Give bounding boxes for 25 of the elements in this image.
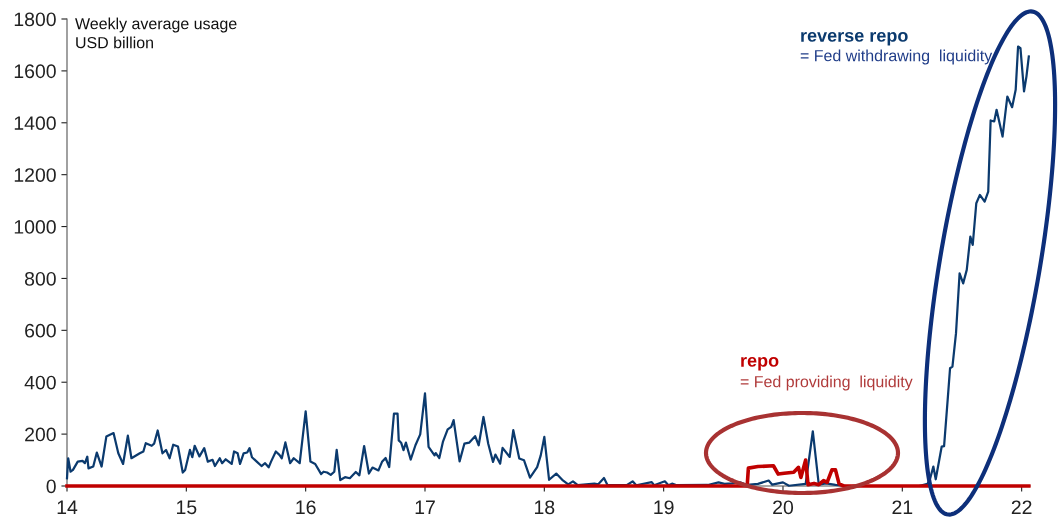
- x-tick-label: 18: [534, 500, 555, 515]
- text: repo: [741, 356, 779, 371]
- annotation: Weekly average usage: [75, 17, 237, 33]
- x-tick-label: 19: [654, 500, 674, 515]
- x-tick-label: 17: [415, 500, 435, 514]
- y-tick-label: 1600: [14, 64, 56, 79]
- y-tick-label: 1200: [14, 168, 56, 182]
- annotation: USD billion: [76, 36, 153, 49]
- x-tick-label: 16: [296, 500, 316, 515]
- y-tick-label: 600: [25, 323, 56, 338]
- x-tick-label: 22: [1011, 500, 1032, 514]
- y-tick-label: 400: [24, 375, 56, 390]
- y-tick-label: 0: [46, 479, 56, 494]
- x-tick-label: 20: [773, 500, 794, 515]
- x-tick-label: 15: [177, 500, 197, 515]
- y-tick-label: 200: [25, 427, 56, 442]
- y-tick-label: 1400: [14, 116, 56, 131]
- x-tick-label: 14: [57, 500, 78, 514]
- annotation: = Fed providing liquidity: [740, 375, 913, 391]
- y-tick-label: 1000: [14, 220, 56, 234]
- annotation: = Fed withdrawing liquidity: [800, 49, 993, 65]
- text: reverse repo: [801, 31, 908, 46]
- y-tick-label: 1800: [14, 12, 56, 27]
- y-tick-label: 800: [24, 271, 56, 286]
- x-tick-label: 21: [892, 500, 913, 514]
